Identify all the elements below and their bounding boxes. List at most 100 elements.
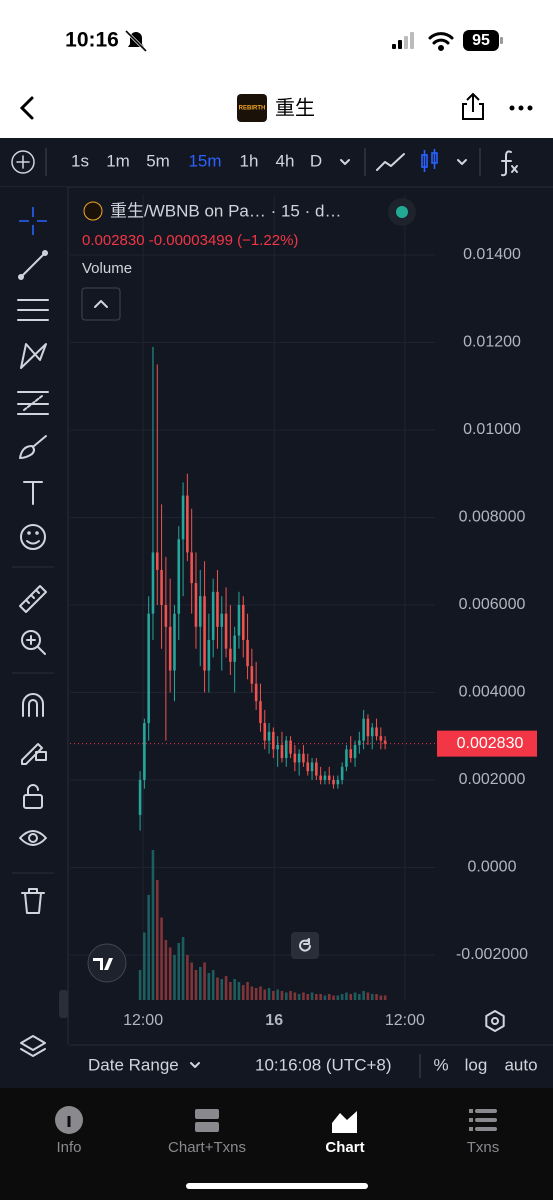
interval-button[interactable]: 1m [106, 151, 130, 170]
fib-tool[interactable] [17, 299, 49, 321]
candle-body [302, 753, 305, 763]
candle-body [143, 723, 146, 780]
volume-bar [284, 992, 288, 1000]
last-price-box [437, 730, 537, 757]
interval-button[interactable]: 15m [188, 151, 221, 170]
volume-bar [323, 995, 327, 1000]
interval-button[interactable]: 4h [276, 151, 295, 170]
date-range-caret [190, 1062, 200, 1068]
tab-icon [475, 1127, 497, 1131]
volume-bar [160, 917, 163, 1000]
candle-body [207, 639, 211, 671]
interval-button[interactable]: 5m [146, 151, 170, 170]
more-button[interactable] [509, 105, 533, 111]
y-tick-label: 0.004000 [459, 684, 526, 701]
volume-bar [190, 962, 193, 1000]
candle-body [315, 762, 318, 776]
ohlc-label: 0.002830 -0.00003499 (−1.22%) [82, 232, 298, 249]
legend-title: 重生/WBNB on Pa… · 15 · d… [110, 201, 341, 220]
candle-body [267, 731, 271, 741]
candle-body [366, 718, 370, 737]
candle-body [340, 766, 344, 780]
magnet-tool[interactable] [22, 693, 44, 717]
volume-bar [211, 970, 215, 1000]
wifi-icon [428, 32, 454, 51]
emoji-tool[interactable] [20, 524, 46, 550]
tab-bar [0, 1088, 553, 1200]
reset-button[interactable] [291, 932, 319, 959]
ruler-tool[interactable] [19, 585, 47, 613]
candle-body [211, 591, 215, 640]
scale-option[interactable]: log [465, 1055, 488, 1074]
lock-tool[interactable] [23, 784, 43, 809]
volume-bar [224, 976, 228, 1000]
interval-button[interactable]: D [310, 151, 322, 170]
candle-body [362, 718, 365, 741]
tab-label[interactable]: Chart+Txns [168, 1139, 246, 1156]
tab-icon [475, 1118, 497, 1122]
candle-body [198, 596, 202, 627]
x-tick-label: 12:00 [123, 1012, 163, 1029]
chart-type-dropdown[interactable] [457, 159, 467, 165]
home-indicator [186, 1183, 368, 1189]
trendline-tool[interactable] [18, 250, 48, 280]
scale-option[interactable]: % [433, 1055, 448, 1074]
volume-bar [297, 994, 301, 1000]
text-tool[interactable] [23, 481, 43, 505]
token-icon [237, 94, 267, 122]
layers-button[interactable] [20, 1035, 46, 1057]
brush-tool[interactable] [19, 435, 47, 459]
tab-label[interactable]: Txns [467, 1139, 500, 1156]
volume-bar [241, 985, 245, 1000]
back-button[interactable] [19, 96, 34, 120]
candle-body [224, 613, 228, 649]
tab-icon [469, 1127, 473, 1131]
share-button[interactable] [462, 92, 484, 120]
volume-bar [336, 995, 340, 1000]
candle-body [289, 740, 292, 754]
candle-body [284, 740, 288, 759]
status-dot [396, 206, 408, 218]
candle-body [181, 495, 185, 540]
candle-body [160, 569, 163, 605]
zoom-tool[interactable] [21, 630, 46, 655]
collapse-volume[interactable] [81, 287, 121, 321]
battery [463, 30, 499, 51]
y-tick-label: 0.008000 [459, 509, 526, 526]
interval-button[interactable]: 1s [71, 151, 89, 170]
lock-drawing-tool[interactable] [21, 743, 47, 765]
candle-body [263, 723, 267, 741]
candle-body [349, 749, 353, 759]
tab-icon [195, 1109, 219, 1119]
projection-tool[interactable] [17, 391, 49, 415]
volume-bar [310, 992, 314, 1000]
line-chart-button[interactable] [376, 153, 405, 171]
scale-option[interactable]: auto [504, 1055, 537, 1074]
settings-button[interactable] [485, 1010, 505, 1032]
candle-chart-button[interactable] [421, 149, 438, 172]
legend-icon [83, 201, 103, 221]
crosshair-tool[interactable] [19, 207, 47, 235]
panel-collapse[interactable] [59, 990, 68, 1018]
volume-bar [237, 982, 241, 1000]
delete-tool[interactable] [21, 888, 45, 914]
interval-dropdown[interactable] [340, 159, 350, 165]
indicators-button[interactable] [501, 150, 518, 177]
tab-label[interactable]: Chart [325, 1139, 364, 1156]
header-bg [0, 0, 553, 138]
volume-bar [186, 955, 189, 1000]
candle-body [203, 596, 206, 671]
y-tick-label: 0.01400 [463, 246, 521, 263]
date-range-button[interactable]: Date Range [88, 1055, 179, 1074]
visibility-tool[interactable] [19, 830, 47, 846]
tab-label[interactable]: Info [56, 1139, 81, 1156]
volume-bar [233, 979, 236, 1000]
add-button[interactable] [11, 150, 35, 174]
interval-button[interactable]: 1h [240, 151, 259, 170]
volume-bar [254, 988, 258, 1000]
candle-body [336, 779, 340, 785]
candle-body [138, 779, 142, 815]
volume-bar [375, 994, 378, 1000]
candle-body [155, 552, 159, 570]
pattern-tool[interactable] [20, 343, 47, 369]
